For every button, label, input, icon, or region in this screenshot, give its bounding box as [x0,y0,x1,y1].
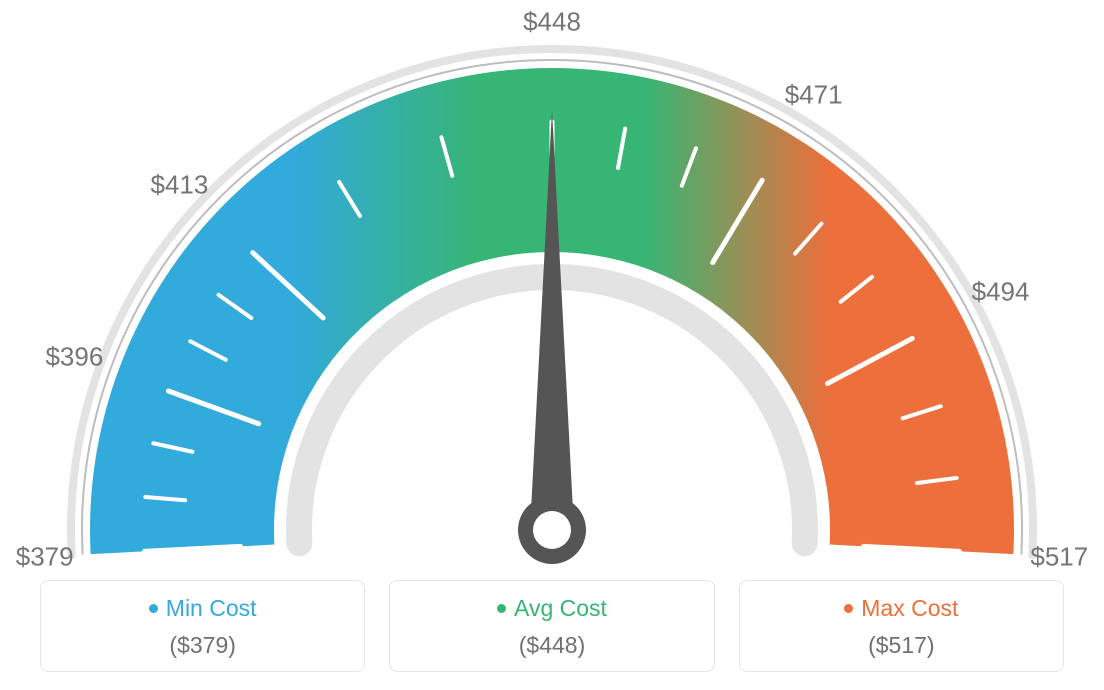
gauge-svg [0,10,1104,570]
legend-title-avg: Avg Cost [497,595,607,622]
legend-label-max: Max Cost [861,595,958,622]
gauge-tick-label: $379 [16,541,74,572]
gauge-tick-label: $448 [523,7,581,38]
gauge-tick-label: $494 [972,276,1030,307]
dot-icon [497,604,506,613]
gauge-tick-label: $413 [151,169,209,200]
legend-label-min: Min Cost [166,595,257,622]
legend-value-avg: ($448) [400,632,703,659]
dot-icon [149,604,158,613]
legend-row: Min Cost ($379) Avg Cost ($448) Max Cost… [40,580,1064,672]
legend-title-min: Min Cost [149,595,257,622]
legend-value-max: ($517) [750,632,1053,659]
legend-card-avg: Avg Cost ($448) [389,580,714,672]
legend-card-min: Min Cost ($379) [40,580,365,672]
dot-icon [844,604,853,613]
legend-value-min: ($379) [51,632,354,659]
legend-label-avg: Avg Cost [514,595,607,622]
gauge: $379 $396 $413 $448 $471 $494 $517 [0,10,1104,570]
gauge-tick-label: $396 [45,341,103,372]
legend-title-max: Max Cost [844,595,958,622]
gauge-tick-label: $517 [1030,541,1088,572]
gauge-tick-label: $471 [785,79,843,110]
chart-container: $379 $396 $413 $448 $471 $494 $517 Min Cost ($… [0,0,1104,690]
legend-card-max: Max Cost ($517) [739,580,1064,672]
